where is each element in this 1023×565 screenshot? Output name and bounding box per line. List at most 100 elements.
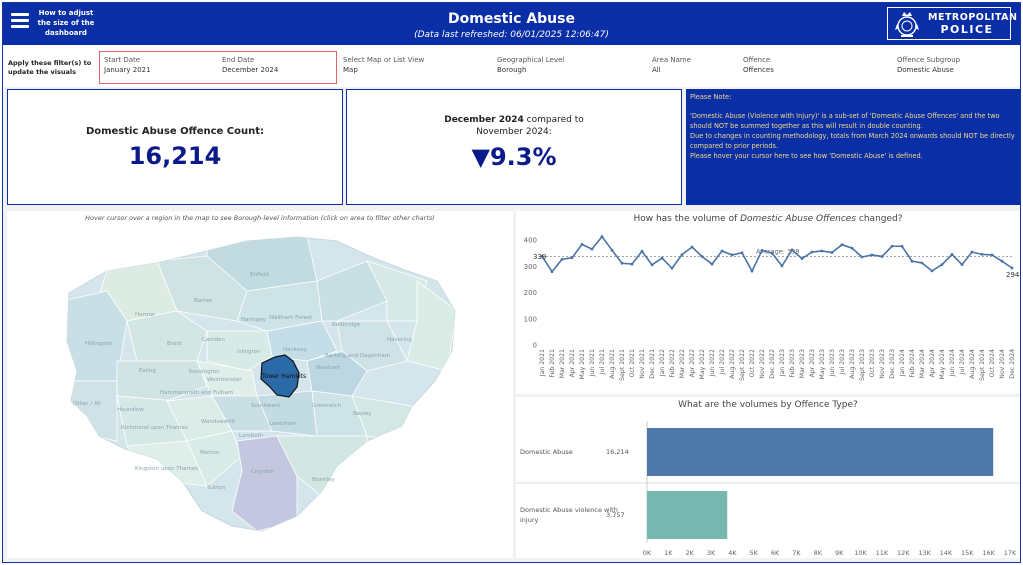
- x-tick-label: Jan 2024: [899, 349, 906, 377]
- offence-value: Offences: [743, 66, 774, 74]
- compare-line-1: December 2024 compared to: [347, 115, 681, 125]
- x-tick-label: 12K: [897, 549, 910, 557]
- trend-point: [850, 246, 854, 250]
- trend-point: [900, 244, 904, 248]
- change-value-row: ▼9.3%: [347, 143, 681, 171]
- please-note-panel[interactable]: Please Note: 'Domestic Abuse (Violence w…: [686, 89, 1020, 205]
- first-value-label: 339: [533, 253, 546, 261]
- x-tick-label: 8K: [814, 549, 823, 557]
- offence-subgroup-label: Offence Subgroup: [897, 56, 961, 64]
- borough-newham[interactable]: [306, 350, 368, 397]
- trend-point: [650, 263, 654, 267]
- geo-level-filter[interactable]: Geographical Level Borough: [497, 55, 564, 75]
- label-kingston: Kingston upon Thames: [135, 466, 198, 472]
- logo-line-2: POLICE: [940, 23, 994, 36]
- borough-waltham-forest[interactable]: [316, 260, 388, 322]
- label-kensington: Kensington: [189, 369, 220, 375]
- area-name-value: All: [652, 66, 661, 74]
- label-hillingdon: Hillingdon: [85, 341, 113, 347]
- x-tick-label: Apr 2022: [689, 349, 696, 377]
- trend-point: [770, 251, 774, 255]
- label-camden: Camden: [202, 337, 225, 343]
- x-tick-label: 1K: [664, 549, 673, 557]
- compare-text: compared to: [523, 115, 584, 125]
- offence-type-title: What are the volumes by Offence Type?: [678, 400, 858, 410]
- x-tick-label: Aug 2023: [849, 349, 856, 379]
- label-harrow: Harrow: [135, 312, 155, 318]
- offence-bar: [647, 491, 728, 539]
- area-name-filter[interactable]: Area Name All: [652, 55, 691, 75]
- trend-point: [870, 253, 874, 257]
- x-tick-label: 15K: [961, 549, 974, 557]
- trend-point: [690, 245, 694, 249]
- x-tick-label: Jan 2021: [539, 349, 546, 377]
- y-tick-label: 400: [524, 237, 537, 245]
- label-enfield: Enfield: [250, 272, 269, 278]
- trend-point: [800, 257, 804, 260]
- end-date-filter[interactable]: End Date December 2024: [222, 55, 278, 75]
- label-bexley: Bexley: [353, 411, 372, 417]
- x-tick-label: Feb 2024: [909, 349, 916, 378]
- note-line-1: 'Domestic Abuse (Violence with Injury)' …: [690, 112, 1000, 130]
- note-line-3: Please hover your cursor here to see how…: [690, 152, 923, 160]
- filter-row: Apply these filter(s) to update the visu…: [3, 45, 1020, 87]
- menu-icon[interactable]: [11, 13, 29, 29]
- x-tick-label: Nov 2021: [639, 349, 646, 379]
- x-tick-label: Jul 2022: [719, 349, 726, 375]
- x-tick-label: Oct 2021: [629, 349, 636, 377]
- offence-type-bar-chart[interactable]: Domestic Abuse 16,214 Domestic Abuse viole…: [516, 397, 1020, 558]
- x-tick-label: Nov 2022: [759, 349, 766, 379]
- borough-tower-hamlets-selected[interactable]: [260, 354, 300, 398]
- borough-hounslow[interactable]: [67, 380, 118, 442]
- logo-text: METROPOLITAN POLICE: [928, 12, 1017, 36]
- label-other-all: Other / All: [73, 401, 101, 407]
- trend-point: [1000, 259, 1004, 263]
- x-tick-label: Oct 2023: [869, 349, 876, 377]
- x-tick-label: 9K: [835, 549, 844, 557]
- label-wandsworth: Wandsworth: [201, 419, 236, 425]
- label-newham: Newham: [316, 365, 340, 371]
- label-sutton: Sutton: [207, 485, 226, 491]
- x-tick-label: Aug 2024: [969, 349, 976, 379]
- trend-point: [840, 243, 844, 247]
- x-tick-label: Mar 2023: [799, 349, 806, 378]
- x-tick-label: Sept 2021: [619, 349, 626, 381]
- x-tick-label: Sept 2022: [739, 349, 746, 381]
- map-list-filter[interactable]: Select Map or List View Map: [343, 55, 424, 75]
- london-map[interactable]: Enfield Barnet Harrow Haringey Waltham F…: [7, 211, 513, 558]
- geo-level-value: Borough: [497, 66, 527, 74]
- offence-label: Offence: [743, 56, 771, 64]
- x-tick-label: Dec 2022: [769, 349, 776, 379]
- x-tick-label: Apr 2021: [569, 349, 576, 377]
- x-tick-label: Feb 2023: [789, 349, 796, 378]
- x-tick-label: 4K: [728, 549, 737, 557]
- label-tower-hamlets: Tower Hamlets: [261, 373, 306, 380]
- trend-point: [610, 248, 614, 252]
- resize-help-link[interactable]: How to adjust the size of the dashboard: [37, 9, 95, 37]
- refresh-timestamp: (Data last refreshed: 06/01/2025 12:06:4…: [414, 30, 609, 40]
- start-date-filter[interactable]: Start Date January 2021: [104, 55, 151, 75]
- borough-barking-dagenham[interactable]: [336, 320, 408, 372]
- x-tick-label: Jun 2023: [829, 349, 836, 377]
- x-tick-label: 13K: [918, 549, 931, 557]
- label-greenwich: Greenwich: [312, 403, 342, 409]
- end-date-value: December 2024: [222, 66, 279, 74]
- label-westminster: Westminster: [207, 377, 242, 383]
- y-tick-label: 200: [524, 289, 537, 297]
- label-barnet: Barnet: [194, 298, 213, 304]
- trend-series-line: [541, 235, 1013, 274]
- borough-hillingdon[interactable]: [62, 290, 128, 382]
- borough-camden-islington[interactable]: [206, 330, 273, 372]
- offence-subgroup-filter[interactable]: Offence Subgroup Domestic Abuse: [897, 55, 960, 75]
- borough-brent[interactable]: [126, 310, 208, 362]
- start-date-value: January 2021: [104, 66, 151, 74]
- trend-point: [660, 256, 664, 260]
- x-tick-label: 17K: [1004, 549, 1017, 557]
- borough-havering[interactable]: [406, 280, 457, 372]
- offence-type-panel: What are the volumes by Offence Type? Do…: [516, 397, 1020, 558]
- offence-filter[interactable]: Offence Offences: [743, 55, 774, 75]
- x-tick-label: 16K: [982, 549, 995, 557]
- borough-redbridge[interactable]: [366, 260, 428, 322]
